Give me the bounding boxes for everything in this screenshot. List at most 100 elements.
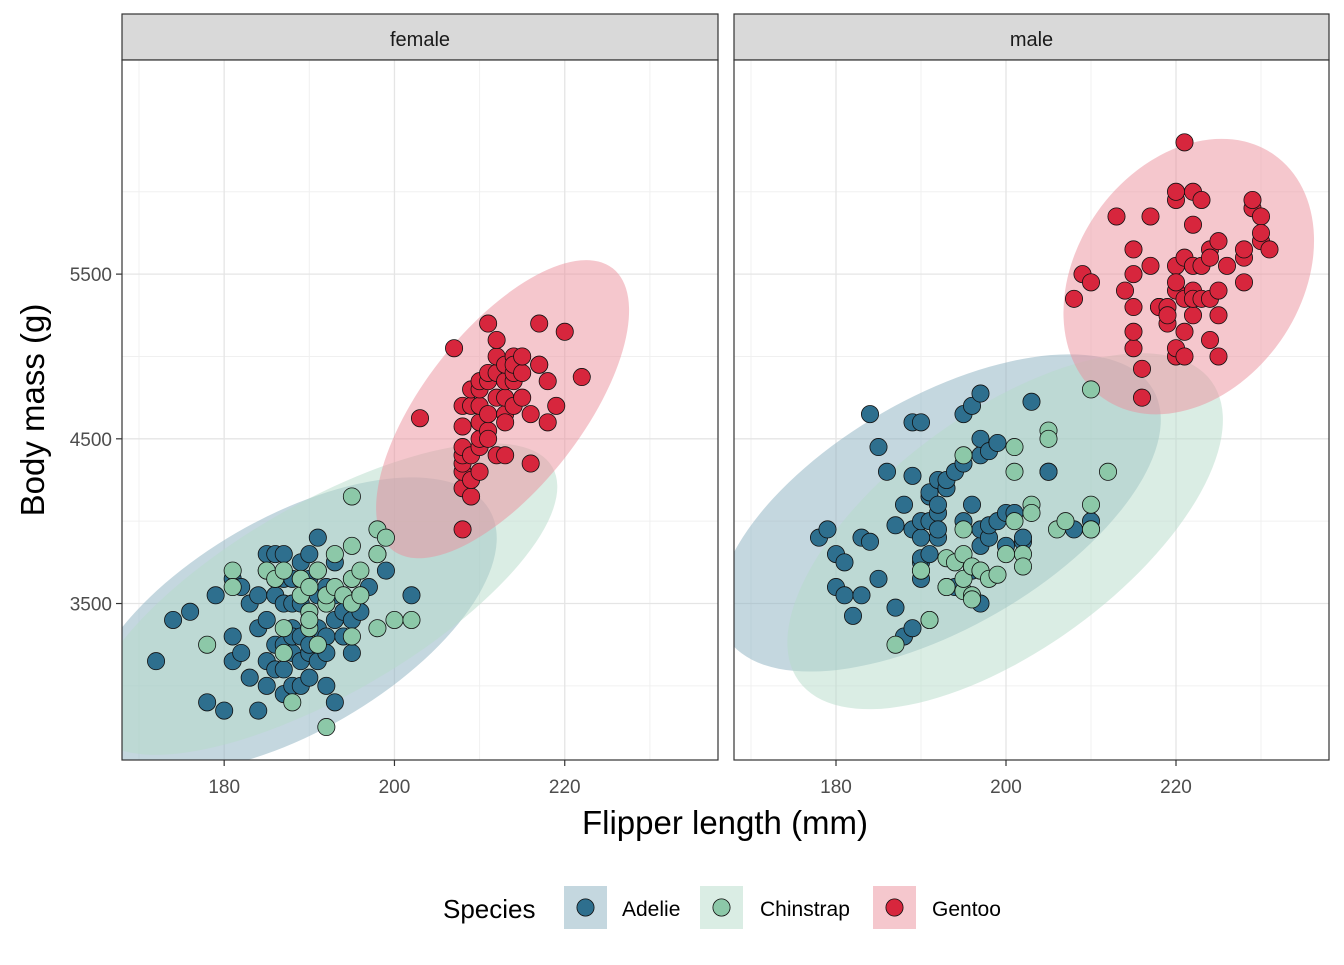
point-gentoo [1201, 330, 1220, 349]
facet-strip [733, 13, 1330, 61]
point-gentoo [1209, 281, 1228, 300]
x-tick-label: 200 [379, 777, 411, 798]
point-gentoo [1167, 273, 1186, 292]
point-adelie [147, 652, 166, 671]
point-chinstrap [954, 520, 973, 539]
point-chinstrap [308, 561, 327, 580]
point-gentoo [1107, 207, 1126, 226]
x-axis-title: Flipper length (mm) [582, 804, 868, 841]
point-adelie [971, 384, 990, 403]
point-gentoo [513, 363, 532, 382]
point-gentoo [572, 368, 591, 387]
point-chinstrap [886, 635, 905, 654]
point-gentoo [1124, 240, 1143, 259]
point-gentoo [453, 417, 472, 436]
point-chinstrap [300, 611, 319, 630]
point-gentoo [496, 446, 515, 465]
point-adelie [223, 627, 242, 646]
panel-male: male 180 200 220 [733, 13, 1330, 798]
point-adelie [342, 643, 361, 662]
point-chinstrap [274, 619, 293, 638]
point-adelie [300, 545, 319, 564]
point-gentoo [1175, 322, 1194, 341]
point-gentoo [487, 330, 506, 349]
point-adelie [274, 660, 293, 679]
point-gentoo [513, 347, 532, 366]
point-adelie [912, 528, 931, 547]
point-adelie [895, 495, 914, 514]
point-adelie [198, 693, 217, 712]
point-gentoo [1124, 339, 1143, 358]
point-adelie [181, 602, 200, 621]
point-adelie [818, 520, 837, 539]
point-gentoo [479, 429, 498, 448]
point-adelie [929, 495, 948, 514]
point-gentoo [462, 487, 481, 506]
point-adelie [929, 520, 948, 539]
point-gentoo [1235, 240, 1254, 259]
point-adelie [164, 611, 183, 630]
point-gentoo [1218, 256, 1237, 275]
point-chinstrap [368, 619, 387, 638]
point-adelie [249, 586, 268, 605]
point-chinstrap [1056, 512, 1075, 531]
point-adelie [886, 516, 905, 535]
legend: Species Adelie Chinstrap Gentoo [443, 886, 1001, 929]
point-chinstrap [342, 487, 361, 506]
point-gentoo [1184, 215, 1203, 234]
point-gentoo [521, 405, 540, 424]
point-adelie [844, 606, 863, 625]
facet-label: male [1010, 29, 1053, 51]
point-chinstrap [283, 693, 302, 712]
legend-title: Species [443, 894, 536, 924]
point-adelie [274, 545, 293, 564]
point-adelie [257, 611, 276, 630]
point-gentoo [547, 396, 566, 415]
point-gentoo [555, 322, 574, 341]
x-tick-label: 220 [1160, 777, 1192, 798]
point-gentoo [1209, 347, 1228, 366]
panel-border [733, 59, 1330, 761]
point-chinstrap [1005, 438, 1024, 457]
point-gentoo [1184, 306, 1203, 325]
point-gentoo [1252, 223, 1271, 242]
x-tick-label: 220 [549, 777, 581, 798]
point-chinstrap [308, 635, 327, 654]
point-gentoo [1141, 256, 1160, 275]
point-adelie [317, 676, 336, 695]
point-adelie [300, 668, 319, 687]
point-adelie [206, 586, 225, 605]
point-adelie [903, 619, 922, 638]
point-chinstrap [1005, 512, 1024, 531]
point-chinstrap [300, 578, 319, 597]
point-chinstrap [317, 718, 336, 737]
point-gentoo [1167, 182, 1186, 201]
point-adelie [240, 668, 259, 687]
point-gentoo [1124, 298, 1143, 317]
point-gentoo [1235, 273, 1254, 292]
point-gentoo [470, 462, 489, 481]
point-adelie [257, 676, 276, 695]
point-gentoo [1141, 207, 1160, 226]
point-gentoo [1201, 248, 1220, 267]
point-adelie [835, 586, 854, 605]
point-chinstrap [274, 561, 293, 580]
point-gentoo [521, 454, 540, 473]
point-gentoo [1175, 347, 1194, 366]
point-gentoo [1209, 306, 1228, 325]
point-chinstrap [937, 578, 956, 597]
point-chinstrap [1082, 520, 1101, 539]
point-adelie [1039, 462, 1058, 481]
point-gentoo [453, 520, 472, 539]
point-gentoo [1192, 190, 1211, 209]
point-gentoo [538, 372, 557, 391]
point-chinstrap [954, 569, 973, 588]
point-chinstrap [912, 561, 931, 580]
legend-marker [576, 898, 595, 917]
legend-label: Chinstrap [760, 898, 850, 921]
point-adelie [325, 693, 344, 712]
facet-strip [121, 13, 719, 61]
point-gentoo [513, 388, 532, 407]
